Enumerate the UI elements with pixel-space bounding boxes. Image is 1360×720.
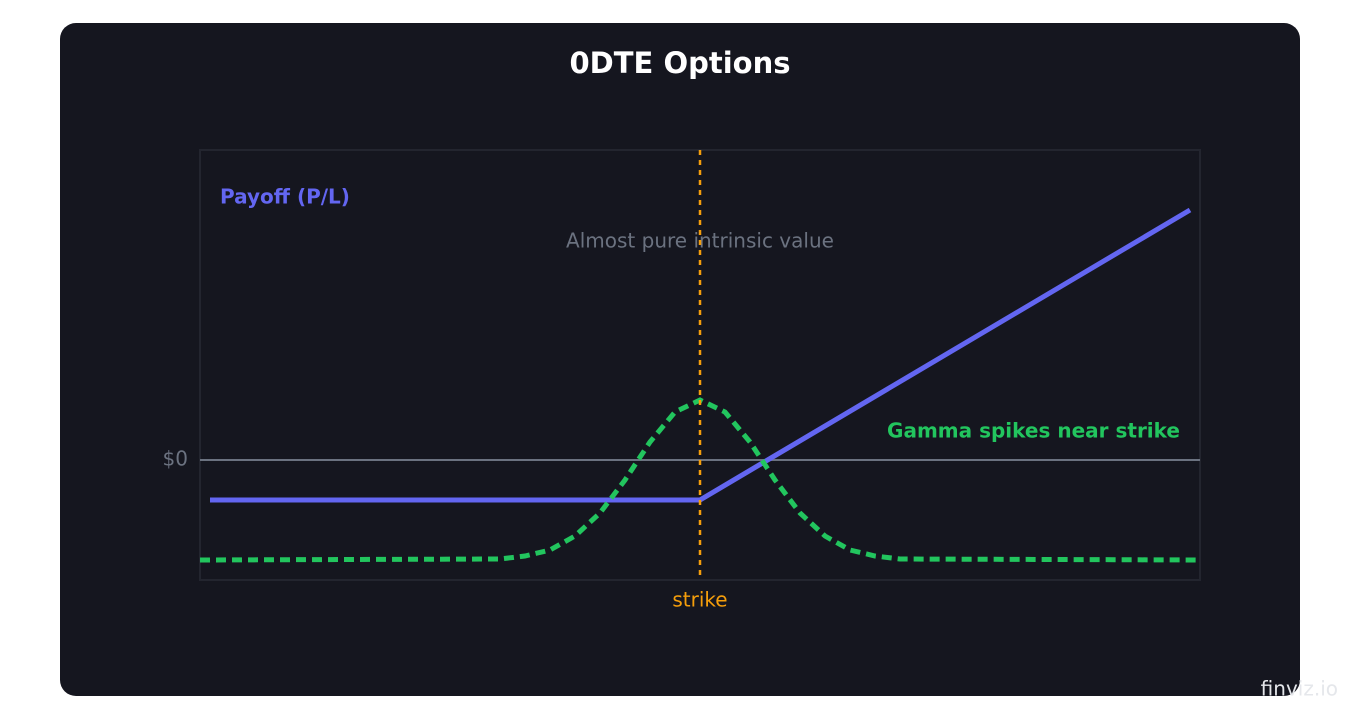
card <box>60 23 1300 696</box>
strike-label: strike <box>672 588 727 612</box>
chart-title: 0DTE Options <box>570 46 791 80</box>
y-tick-label: $0 <box>163 447 188 471</box>
series-label: Gamma spikes near strike <box>887 419 1180 443</box>
series-label: Payoff (P/L) <box>220 185 350 209</box>
watermark: finviz.io <box>1261 677 1338 701</box>
